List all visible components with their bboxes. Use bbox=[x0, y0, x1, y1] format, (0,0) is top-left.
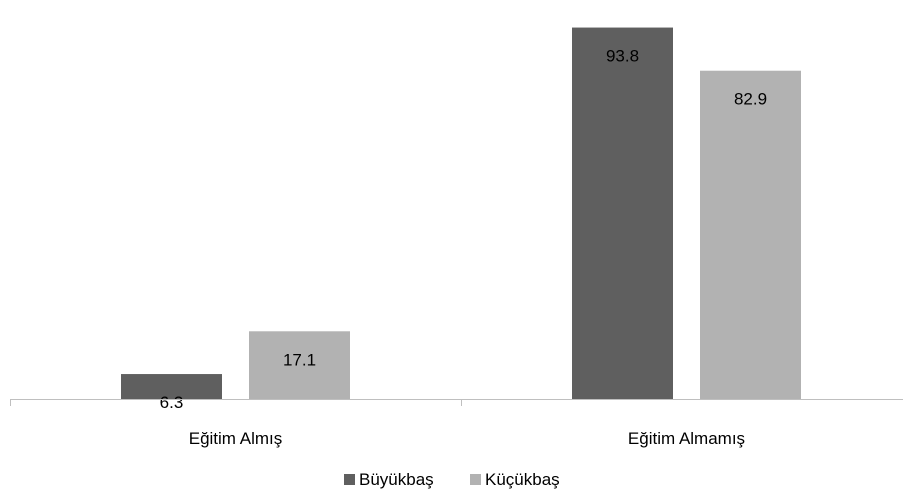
x-axis-ticks bbox=[10, 399, 462, 406]
bar-0-1 bbox=[572, 27, 673, 399]
value-labels-group: 6.3 17.1 93.8 82.9 bbox=[160, 47, 767, 413]
category-label-1: Eğitim Almamış bbox=[628, 429, 745, 448]
value-label-1-0: 17.1 bbox=[283, 350, 316, 369]
bar-1-1 bbox=[700, 70, 801, 399]
bar-1-0 bbox=[249, 331, 350, 399]
bar-0-0 bbox=[121, 374, 222, 399]
value-label-0-1: 93.8 bbox=[606, 47, 639, 66]
legend-label-1: Küçükbaş bbox=[485, 470, 560, 489]
legend-swatch-0 bbox=[344, 474, 355, 485]
category-label-0: Eğitim Almış bbox=[189, 429, 283, 448]
value-label-0-0: 6.3 bbox=[160, 393, 184, 412]
legend-label-0: Büyükbaş bbox=[359, 470, 434, 489]
legend: Büyükbaş Küçükbaş bbox=[344, 470, 560, 489]
category-labels-group: Eğitim Almış Eğitim Almamış bbox=[189, 429, 745, 448]
x-axis bbox=[10, 399, 903, 406]
legend-swatch-1 bbox=[470, 474, 481, 485]
bars-group bbox=[121, 27, 801, 399]
value-label-1-1: 82.9 bbox=[734, 90, 767, 109]
